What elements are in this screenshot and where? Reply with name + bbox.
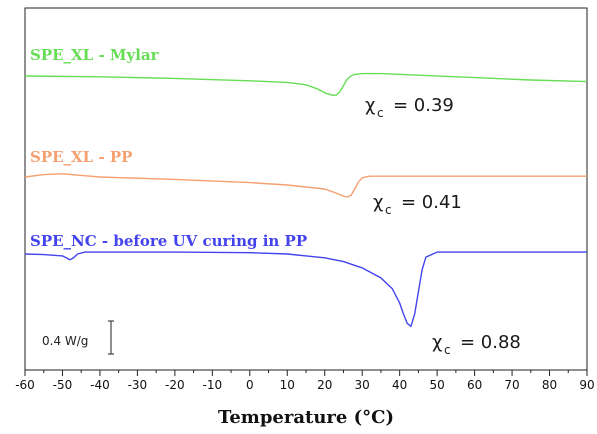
x-tick-label: 40: [392, 378, 407, 392]
chi-subscript: c: [444, 343, 451, 357]
series-line-2: [24, 173, 587, 198]
x-tick-label: 60: [467, 378, 482, 392]
series-line-1: [24, 72, 588, 96]
series-label-mylar: SPE_XL - Mylar: [30, 46, 160, 64]
chi-annotation-pp: χ c = 0.41: [373, 192, 462, 217]
chi-subscript: c: [377, 106, 384, 120]
chi-value: = 0.88: [460, 332, 521, 353]
x-tick-label: 30: [355, 378, 370, 392]
x-tick-label: 80: [542, 378, 557, 392]
chi-annotation-nc: χ c = 0.88: [432, 332, 521, 357]
x-tick-label: -60: [15, 378, 35, 392]
chi-annotation-mylar: χ c = 0.39: [365, 95, 454, 120]
x-tick-label: -40: [90, 378, 110, 392]
chi-symbol: χ: [373, 192, 383, 213]
x-tick-label: 20: [317, 378, 332, 392]
x-tick-label: 0: [246, 378, 254, 392]
x-tick-label: 50: [429, 378, 444, 392]
chi-symbol: χ: [432, 332, 442, 353]
x-axis-ticks: -60 -50 -40 -30 -20 -10 0 10 20 30 40 50 60 70 80 90: [15, 370, 595, 392]
series-line-3: [24, 251, 587, 328]
scale-bar-label: 0.4 W/g: [42, 334, 88, 348]
chi-value: = 0.41: [401, 192, 462, 213]
x-tick-label: -20: [165, 378, 185, 392]
chi-subscript: c: [385, 203, 392, 217]
x-tick-label: -30: [128, 378, 148, 392]
x-axis-title: Temperature (°C): [218, 407, 394, 428]
series-layer: [24, 72, 588, 328]
series-label-pp: SPE_XL - PP: [30, 148, 132, 166]
x-tick-label: 70: [504, 378, 519, 392]
x-tick-label: 10: [280, 378, 295, 392]
x-tick-label: 90: [579, 378, 594, 392]
chi-value: = 0.39: [393, 95, 454, 116]
series-label-nc: SPE_NC - before UV curing in PP: [30, 232, 307, 250]
x-tick-label: -10: [203, 378, 223, 392]
x-tick-label: -50: [53, 378, 73, 392]
scale-bar: 0.4 W/g: [42, 320, 114, 355]
chi-symbol: χ: [365, 95, 375, 116]
